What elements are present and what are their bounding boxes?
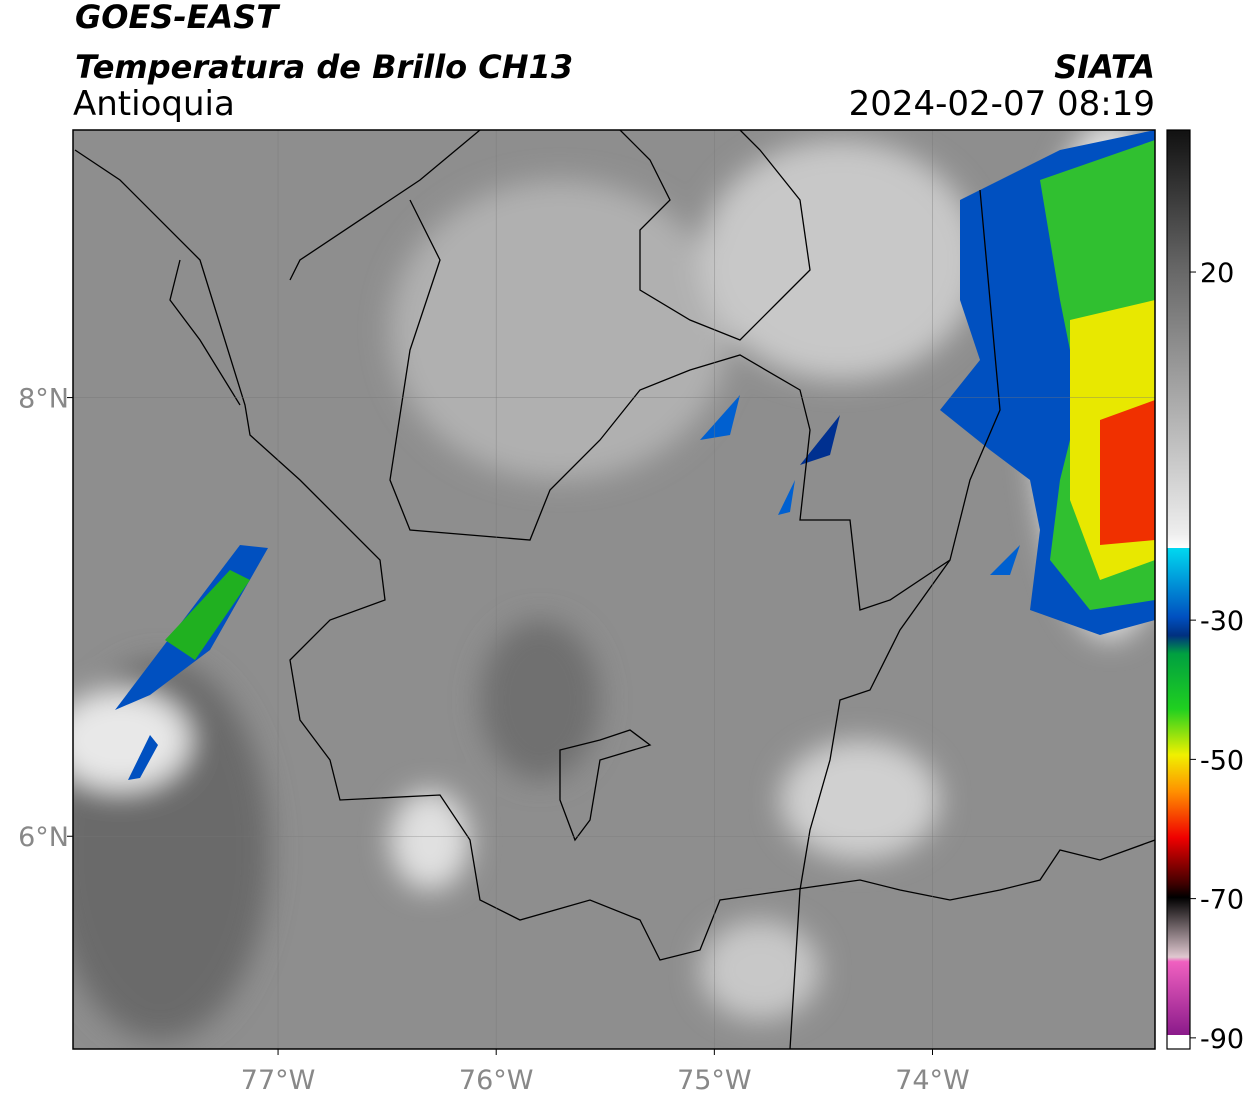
source: SIATA bbox=[1054, 48, 1155, 86]
colorbar-label: -50 bbox=[1200, 745, 1244, 776]
graticule bbox=[73, 130, 1155, 1049]
colorbar-label: -90 bbox=[1200, 1024, 1244, 1055]
imagery bbox=[73, 130, 1155, 1049]
lon-label: 75°W bbox=[677, 1065, 752, 1096]
lat-label: 8°N bbox=[18, 384, 69, 415]
lat-label: 6°N bbox=[18, 822, 69, 853]
map-frame bbox=[72, 129, 1156, 1050]
colorbar-label: 20 bbox=[1200, 258, 1234, 289]
boundaries bbox=[74, 130, 1155, 1049]
lon-label: 77°W bbox=[241, 1065, 316, 1096]
region: Antioquia bbox=[73, 84, 235, 124]
lon-label: 74°W bbox=[895, 1065, 970, 1096]
colorbar bbox=[1166, 129, 1191, 1050]
satellite: GOES-EAST bbox=[75, 0, 280, 36]
cold-cloud-tops bbox=[115, 130, 1155, 780]
colorbar-label: -70 bbox=[1200, 885, 1244, 916]
product: Temperatura de Brillo CH13 bbox=[75, 48, 573, 86]
datetime: 2024-02-07 08:19 bbox=[849, 84, 1155, 124]
colorbar-label: -30 bbox=[1200, 606, 1244, 637]
lon-label: 76°W bbox=[459, 1065, 534, 1096]
